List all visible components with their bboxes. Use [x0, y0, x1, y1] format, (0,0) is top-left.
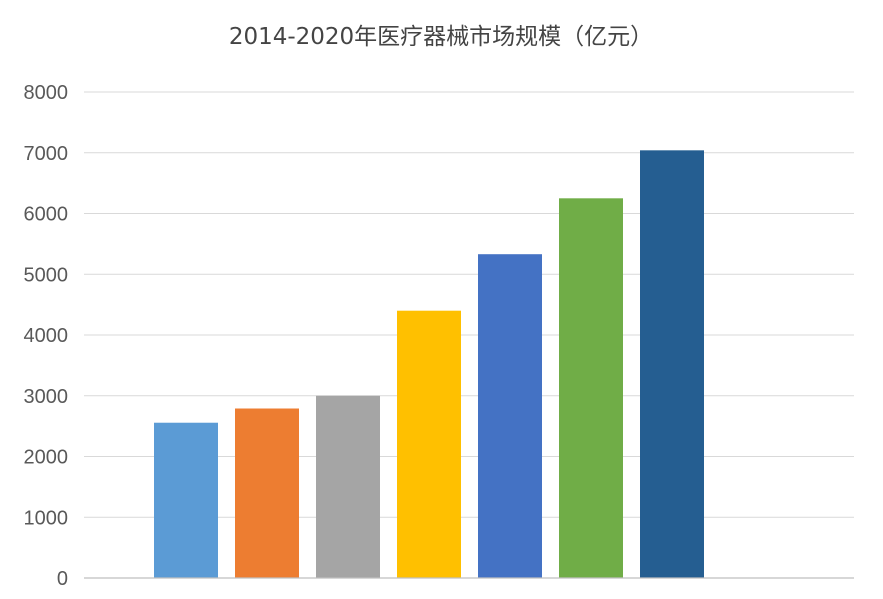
y-tick-label: 0 [57, 568, 68, 590]
bar-2014 [154, 422, 218, 578]
y-tick-label: 6000 [24, 204, 69, 226]
y-tick-label: 8000 [24, 82, 69, 104]
bar-2020 [640, 150, 704, 578]
bar-2019 [559, 198, 623, 578]
y-tick-label: 2000 [24, 447, 69, 469]
chart-title: 2014-2020年医疗器械市场规模（亿元） [229, 24, 653, 50]
y-tick-label: 1000 [24, 507, 69, 529]
bar-2017 [397, 310, 461, 578]
bar-2018 [478, 254, 542, 578]
y-tick-label: 4000 [24, 325, 69, 347]
y-tick-label: 5000 [24, 264, 69, 286]
bar-2015 [235, 408, 299, 578]
y-tick-label: 7000 [24, 143, 69, 165]
y-axis-ticks: 0 1000 2000 3000 4000 5000 6000 7000 8000 [24, 82, 69, 590]
bar-2016 [316, 395, 380, 578]
y-tick-label: 3000 [24, 386, 69, 408]
bars [154, 150, 704, 578]
